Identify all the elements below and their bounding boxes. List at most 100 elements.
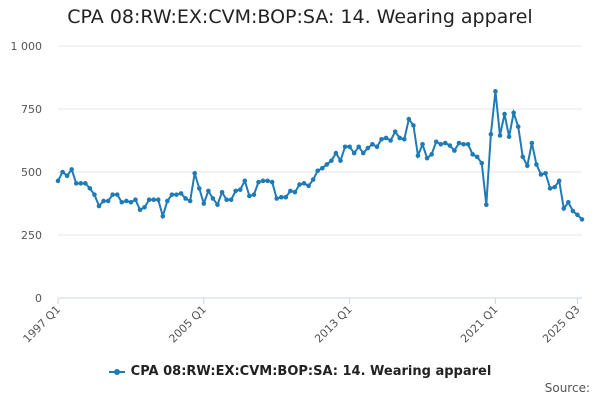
data-point[interactable] — [488, 131, 494, 137]
data-point[interactable] — [160, 213, 166, 219]
data-point[interactable] — [124, 198, 129, 204]
data-point[interactable] — [114, 192, 120, 197]
data-point[interactable] — [543, 170, 548, 176]
data-point[interactable] — [566, 199, 571, 205]
data-point[interactable] — [534, 162, 539, 167]
data-point[interactable] — [443, 140, 448, 146]
data-point[interactable] — [525, 163, 530, 168]
data-point[interactable] — [210, 196, 216, 201]
data-point[interactable] — [447, 143, 453, 148]
data-point[interactable] — [547, 186, 553, 191]
data-point[interactable] — [556, 178, 562, 184]
data-point[interactable] — [92, 192, 97, 197]
data-point[interactable] — [206, 188, 211, 194]
data-point[interactable] — [429, 152, 434, 157]
data-point[interactable] — [256, 179, 261, 185]
data-point[interactable] — [183, 196, 188, 201]
data-point[interactable] — [424, 155, 430, 161]
data-point[interactable] — [133, 197, 138, 203]
data-point[interactable] — [288, 188, 293, 194]
data-point[interactable] — [570, 208, 576, 214]
data-point[interactable] — [96, 203, 102, 209]
data-point[interactable] — [242, 178, 248, 184]
data-point[interactable] — [392, 129, 398, 134]
data-point[interactable] — [83, 181, 88, 186]
data-point[interactable] — [55, 178, 61, 184]
data-point[interactable] — [402, 136, 407, 142]
data-point[interactable] — [379, 136, 384, 142]
data-point[interactable] — [105, 198, 111, 204]
data-point[interactable] — [420, 141, 425, 147]
data-point[interactable] — [538, 172, 544, 177]
data-point[interactable] — [452, 148, 457, 153]
data-point[interactable] — [315, 168, 321, 174]
data-point[interactable] — [215, 202, 220, 208]
data-point[interactable] — [484, 202, 489, 208]
data-point[interactable] — [155, 197, 161, 203]
data-point[interactable] — [247, 193, 252, 199]
data-point[interactable] — [297, 182, 302, 187]
data-point[interactable] — [292, 189, 298, 195]
data-point[interactable] — [192, 170, 197, 176]
data-point[interactable] — [274, 196, 280, 201]
data-point[interactable] — [110, 192, 115, 197]
data-point[interactable] — [251, 192, 257, 197]
legend[interactable]: CPA 08:RW:EX:CVM:BOP:SA: 14. Wearing app… — [0, 364, 600, 379]
data-point[interactable] — [310, 177, 316, 182]
data-point[interactable] — [511, 110, 516, 116]
data-point[interactable] — [101, 198, 106, 204]
data-point[interactable] — [470, 152, 475, 157]
data-point[interactable] — [552, 184, 557, 190]
data-point[interactable] — [561, 206, 567, 211]
data-point[interactable] — [360, 150, 366, 156]
data-point[interactable] — [370, 141, 375, 147]
data-point[interactable] — [306, 183, 311, 189]
data-point[interactable] — [479, 160, 485, 166]
data-point[interactable] — [406, 116, 412, 122]
data-point[interactable] — [347, 144, 352, 150]
data-point[interactable] — [60, 169, 65, 175]
data-point[interactable] — [265, 178, 270, 184]
data-point[interactable] — [269, 179, 275, 185]
data-point[interactable] — [465, 141, 471, 147]
data-point[interactable] — [388, 138, 393, 143]
data-point[interactable] — [329, 158, 334, 163]
data-point[interactable] — [237, 187, 243, 192]
data-point[interactable] — [438, 141, 444, 147]
data-point[interactable] — [415, 153, 421, 158]
data-point[interactable] — [515, 124, 521, 129]
data-point[interactable] — [529, 140, 535, 146]
data-point[interactable] — [187, 198, 193, 204]
data-point[interactable] — [351, 150, 357, 156]
data-point[interactable] — [397, 135, 403, 141]
data-point[interactable] — [324, 162, 330, 167]
data-point[interactable] — [64, 173, 70, 179]
data-point[interactable] — [338, 158, 343, 163]
data-point[interactable] — [579, 217, 585, 222]
data-point[interactable] — [137, 207, 143, 213]
credits[interactable]: Source: — [544, 381, 590, 395]
data-point[interactable] — [506, 134, 512, 140]
data-point[interactable] — [319, 165, 325, 171]
data-point[interactable] — [575, 212, 580, 218]
data-point[interactable] — [260, 178, 266, 184]
data-point[interactable] — [78, 181, 84, 186]
data-point[interactable] — [196, 186, 202, 191]
data-point[interactable] — [374, 144, 380, 150]
data-point[interactable] — [146, 197, 152, 203]
data-point[interactable] — [142, 204, 147, 210]
data-point[interactable] — [433, 139, 439, 145]
data-point[interactable] — [333, 150, 339, 156]
data-point[interactable] — [342, 144, 348, 150]
data-point[interactable] — [178, 191, 184, 196]
data-point[interactable] — [69, 167, 74, 172]
data-point[interactable] — [224, 197, 229, 203]
data-point[interactable] — [73, 181, 79, 186]
data-point[interactable] — [411, 123, 416, 128]
data-point[interactable] — [174, 192, 179, 197]
data-point[interactable] — [233, 188, 238, 194]
data-point[interactable] — [219, 189, 225, 195]
data-point[interactable] — [87, 186, 93, 191]
data-point[interactable] — [151, 197, 156, 203]
data-point[interactable] — [493, 89, 498, 94]
